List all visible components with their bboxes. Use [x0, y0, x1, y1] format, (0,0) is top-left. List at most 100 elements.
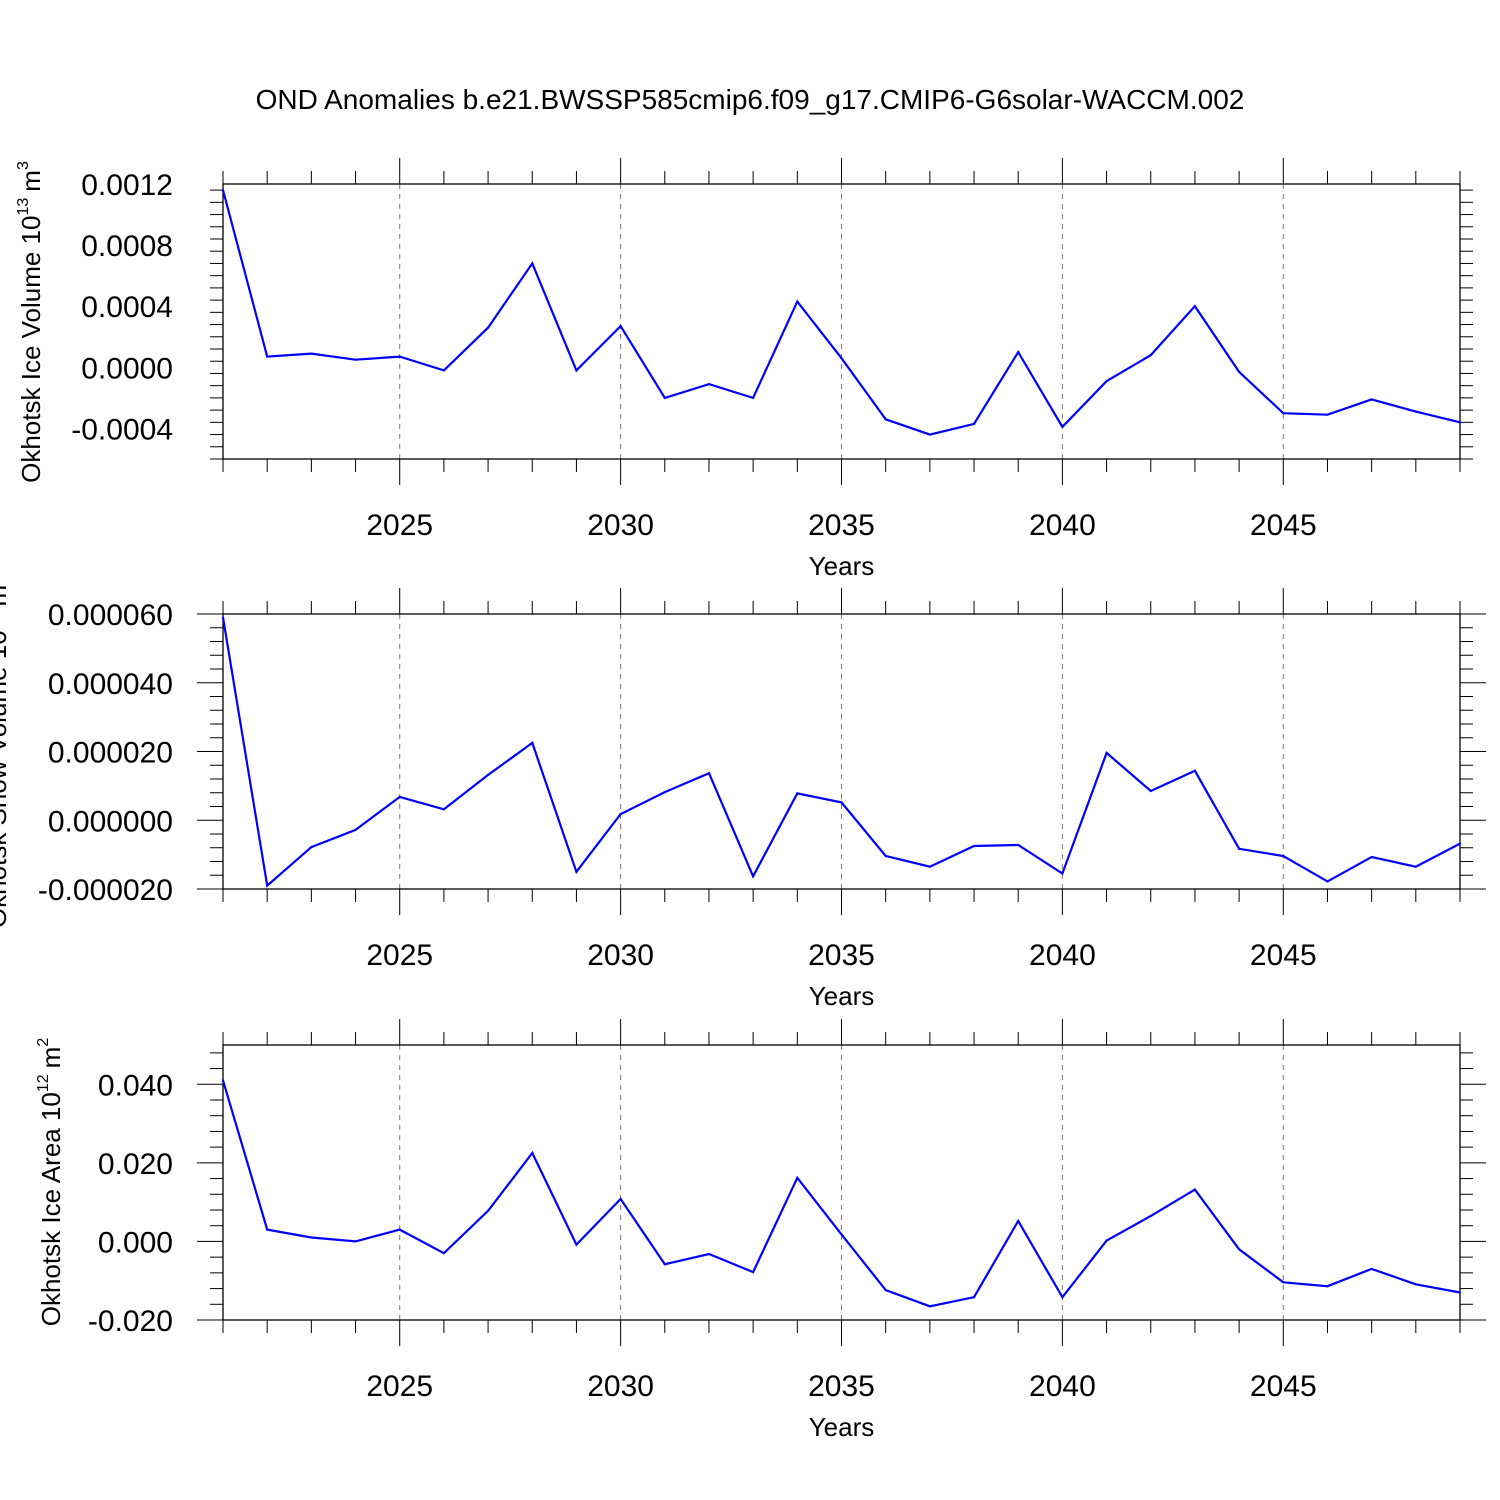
x-tick-label: 2035 [808, 1370, 875, 1403]
x-tick-label: 2025 [366, 1370, 433, 1403]
data-point [1149, 354, 1152, 357]
y-axis-label-unit-exponent: 2 [35, 1038, 52, 1047]
data-point [1370, 855, 1373, 859]
data-point [1193, 769, 1197, 772]
y-axis-label-text: Okhotsk Snow Volume 10 [0, 630, 12, 928]
x-axis-label: Years [809, 551, 875, 581]
data-point [266, 884, 269, 887]
data-point [1370, 1267, 1373, 1271]
data-point [1458, 842, 1462, 845]
data-point [1149, 789, 1152, 793]
data-point [221, 1079, 225, 1082]
y-axis-label-unit-exponent: 3 [15, 161, 32, 170]
data-point [928, 865, 931, 868]
data-point [1238, 847, 1241, 850]
y-tick-label: -0.0004 [71, 413, 173, 446]
data-point [575, 369, 578, 372]
y-tick-label: -0.020 [88, 1305, 173, 1338]
data-point [442, 369, 445, 372]
data-point [1414, 1283, 1417, 1286]
data-point [1061, 872, 1064, 875]
data-point [972, 844, 976, 848]
x-tick-label: 2045 [1250, 509, 1317, 542]
data-point [663, 396, 666, 399]
data-point [840, 357, 843, 360]
data-point [840, 801, 843, 804]
x-tick-label: 2025 [366, 509, 433, 542]
data-point [1414, 865, 1417, 868]
data-point [486, 326, 490, 329]
y-axis-label-unit: m [36, 1047, 66, 1069]
data-point [619, 324, 622, 328]
x-tick-label: 2030 [587, 1370, 654, 1403]
y-axis-label-text: Okhotsk Ice Volume 10 [16, 216, 46, 483]
data-point [1414, 410, 1417, 413]
data-point [796, 792, 799, 795]
y-axis-label: Okhotsk Ice Area 1012 m2 [35, 1038, 66, 1327]
data-point [531, 1151, 534, 1155]
x-tick-label: 2040 [1029, 509, 1096, 542]
data-point [1017, 350, 1020, 354]
panel-1: 2025 2030 2035 2040 2045 Years 0.0012 0.0008 0.0… [15, 158, 1473, 581]
x-tick-label: 2045 [1250, 939, 1317, 972]
data-point [1193, 1188, 1197, 1191]
y-axis-label: Okhotsk Ice Volume 1013 m3 [15, 161, 46, 483]
data-point [1326, 880, 1329, 883]
data-point [884, 1289, 887, 1292]
x-axis-label: Years [809, 1412, 875, 1442]
data-point [972, 422, 976, 425]
x-tick-label: 2035 [808, 939, 875, 972]
data-point [1326, 413, 1329, 416]
x-tick-label: 2040 [1029, 939, 1096, 972]
data-point [1017, 1219, 1020, 1223]
y-tick-label: -0.000020 [38, 874, 173, 907]
data-point [221, 189, 225, 192]
y-axis-label-exponent: 13 [15, 198, 32, 216]
y-tick-label: 0.0000 [81, 352, 173, 385]
y-tick-label: 0.0004 [81, 291, 173, 324]
data-point [752, 1270, 755, 1274]
data-point [619, 1197, 622, 1201]
data-point [1017, 843, 1020, 847]
data-point [442, 1252, 445, 1255]
y-tick-label: 0.000060 [48, 599, 173, 632]
data-point [266, 355, 269, 358]
data-point [1149, 1214, 1152, 1217]
data-point [310, 845, 313, 849]
data-point [531, 741, 534, 745]
data-point [354, 828, 357, 831]
data-point [884, 418, 887, 421]
data-point [398, 795, 401, 798]
y-axis-label-unit: m [0, 585, 12, 607]
panel-3: 2025 2030 2035 2040 2045 Years 0.040 0.020 0.000… [35, 1019, 1486, 1442]
data-point [221, 616, 225, 619]
data-point [1105, 379, 1108, 383]
y-axis-label: Okhotsk Snow Volume 1013m3 [0, 576, 12, 928]
data-point [1105, 751, 1108, 754]
y-tick-label: 0.0012 [81, 169, 173, 202]
chart-title: OND Anomalies b.e21.BWSSP585cmip6.f09_g1… [256, 84, 1245, 115]
panel-2: 2025 2030 2035 2040 2045 Years 0.000060 0.00004… [0, 576, 1486, 1011]
data-point [752, 875, 755, 878]
data-point [575, 870, 578, 873]
y-tick-label: 0.000 [98, 1226, 173, 1259]
data-point [310, 352, 313, 355]
data-point [1061, 1296, 1064, 1299]
data-point [354, 1240, 357, 1243]
data-point [486, 1209, 490, 1212]
data-point [1282, 854, 1285, 858]
data-point [1282, 412, 1285, 415]
y-tick-label: 0.040 [98, 1069, 173, 1102]
series-line [221, 1080, 1461, 1308]
data-point [928, 1305, 931, 1308]
data-point [354, 358, 357, 361]
y-axis-label-unit: m [16, 170, 46, 192]
data-point [796, 300, 799, 303]
data-point [266, 1228, 269, 1231]
data-point [707, 772, 711, 775]
y-tick-label: 0.0008 [81, 230, 173, 263]
data-point [796, 1176, 799, 1179]
data-point [1105, 1239, 1108, 1242]
x-tick-label: 2045 [1250, 1370, 1317, 1403]
data-point [1370, 398, 1373, 401]
